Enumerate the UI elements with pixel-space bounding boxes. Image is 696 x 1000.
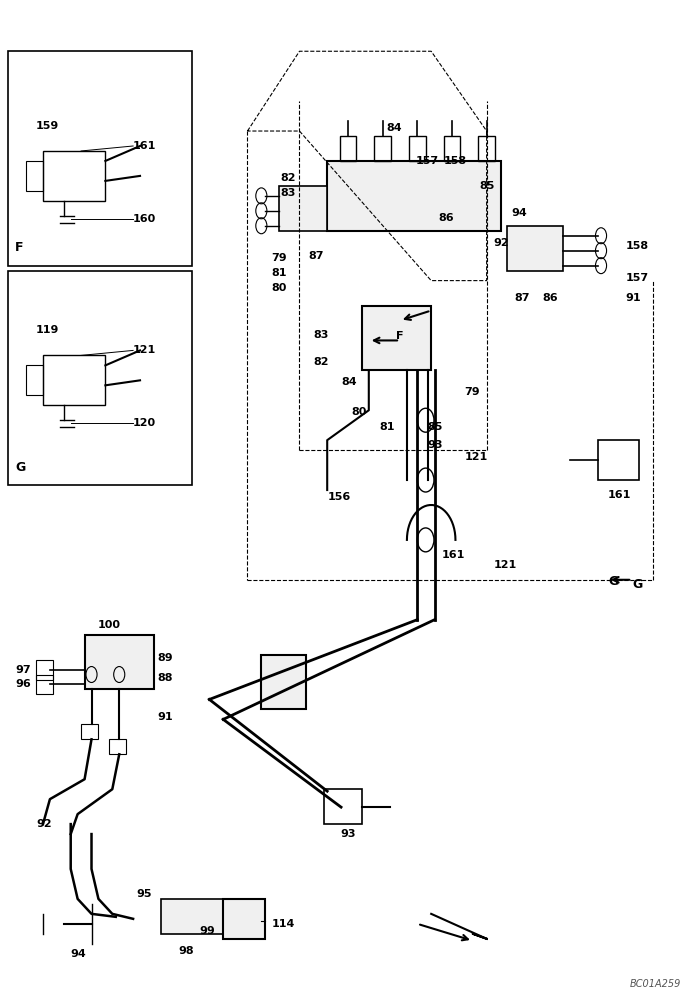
Text: 81: 81	[271, 268, 287, 278]
Text: 91: 91	[157, 712, 173, 722]
Bar	[43, 355, 105, 405]
Text: 83: 83	[313, 330, 329, 340]
Text: 121: 121	[493, 560, 517, 570]
Bar	[36, 675, 54, 694]
Text: 86: 86	[438, 213, 454, 223]
Text: 82: 82	[280, 173, 296, 183]
Text: G: G	[15, 461, 26, 474]
Bar	[261, 655, 306, 709]
Text: 79: 79	[464, 387, 480, 397]
Bar	[327, 161, 500, 231]
Text: F: F	[15, 241, 24, 254]
Text: 99: 99	[199, 926, 214, 936]
Text: 93: 93	[428, 440, 443, 450]
Text: 157: 157	[416, 156, 439, 166]
Text: 158: 158	[443, 156, 467, 166]
Text: 120: 120	[133, 418, 156, 428]
Bar	[324, 789, 362, 824]
Text: 158: 158	[625, 241, 649, 251]
Text: 161: 161	[441, 550, 465, 560]
Bar	[478, 136, 495, 161]
Text: 86: 86	[542, 293, 557, 303]
Text: 81: 81	[379, 422, 395, 432]
Text: 91: 91	[625, 293, 641, 303]
Bar	[278, 186, 327, 231]
Text: 87: 87	[514, 293, 530, 303]
Text: 159: 159	[36, 121, 59, 131]
Text: 84: 84	[386, 123, 402, 133]
Text: 160: 160	[133, 214, 157, 224]
Text: 87: 87	[308, 251, 324, 261]
Bar	[81, 724, 98, 739]
Text: 96: 96	[15, 679, 31, 689]
Bar	[374, 136, 391, 161]
Text: 95: 95	[136, 889, 152, 899]
Text: 121: 121	[133, 345, 157, 355]
Text: 85: 85	[480, 181, 495, 191]
Text: BC01A259: BC01A259	[629, 979, 681, 989]
Text: 80: 80	[351, 407, 367, 417]
Text: 80: 80	[271, 283, 287, 293]
Bar	[43, 151, 105, 201]
Text: 119: 119	[36, 325, 59, 335]
Bar	[507, 226, 563, 271]
Text: 98: 98	[178, 946, 193, 956]
Text: 114: 114	[271, 919, 295, 929]
Text: 89: 89	[157, 653, 173, 663]
Bar	[161, 899, 223, 934]
Text: G: G	[608, 575, 618, 588]
Text: 93: 93	[340, 829, 356, 839]
Text: 161: 161	[133, 141, 157, 151]
Bar	[8, 271, 192, 485]
Text: 156: 156	[327, 492, 351, 502]
Text: 82: 82	[313, 357, 329, 367]
Bar	[36, 660, 54, 680]
Bar	[362, 306, 432, 370]
Bar	[109, 739, 126, 754]
Text: 88: 88	[157, 673, 173, 683]
Bar	[8, 51, 192, 266]
Text: 92: 92	[493, 238, 509, 248]
Bar	[409, 136, 426, 161]
Text: 161: 161	[608, 490, 631, 500]
Text: 94: 94	[71, 949, 86, 959]
Text: 85: 85	[428, 422, 443, 432]
Bar	[223, 899, 264, 939]
Text: 92: 92	[36, 819, 52, 829]
Text: 83: 83	[280, 188, 296, 198]
Text: 84: 84	[341, 377, 356, 387]
Text: 121: 121	[464, 452, 488, 462]
Text: 157: 157	[625, 273, 649, 283]
Bar	[26, 365, 43, 395]
Text: 79: 79	[271, 253, 287, 263]
Bar	[443, 136, 460, 161]
Text: F: F	[396, 331, 404, 341]
Bar	[26, 161, 43, 191]
Text: 94: 94	[511, 208, 527, 218]
Bar	[85, 635, 154, 689]
Text: 97: 97	[15, 665, 31, 675]
Bar	[598, 440, 639, 480]
Text: 100: 100	[97, 620, 120, 630]
Bar	[340, 136, 356, 161]
Text: G: G	[632, 578, 642, 591]
